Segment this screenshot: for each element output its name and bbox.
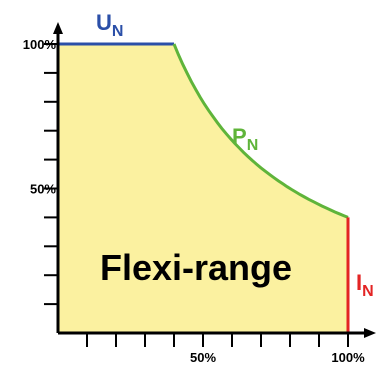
current-label: IN bbox=[356, 270, 374, 300]
power-limit-curve bbox=[172, 43, 349, 219]
y-tick-label-50: 50% bbox=[30, 182, 56, 197]
x-tick-label-100: 100% bbox=[331, 350, 365, 365]
axis-ticks bbox=[44, 43, 349, 347]
x-axis-arrow bbox=[364, 328, 376, 338]
current-label-sub: N bbox=[362, 283, 374, 300]
voltage-label: UN bbox=[96, 10, 123, 40]
flexi-range-label: Flexi-range bbox=[100, 247, 292, 288]
voltage-label-sub: N bbox=[112, 23, 124, 40]
power-label-main: P bbox=[232, 124, 247, 149]
power-label: PN bbox=[232, 124, 258, 154]
power-label-sub: N bbox=[247, 137, 259, 154]
x-tick-label-50: 50% bbox=[190, 350, 216, 365]
voltage-label-main: U bbox=[96, 10, 112, 35]
current-label-main: I bbox=[356, 270, 362, 295]
flexi-range-area bbox=[58, 44, 348, 333]
y-axis-arrow bbox=[53, 22, 63, 34]
y-tick-label-100: 100% bbox=[23, 37, 57, 52]
